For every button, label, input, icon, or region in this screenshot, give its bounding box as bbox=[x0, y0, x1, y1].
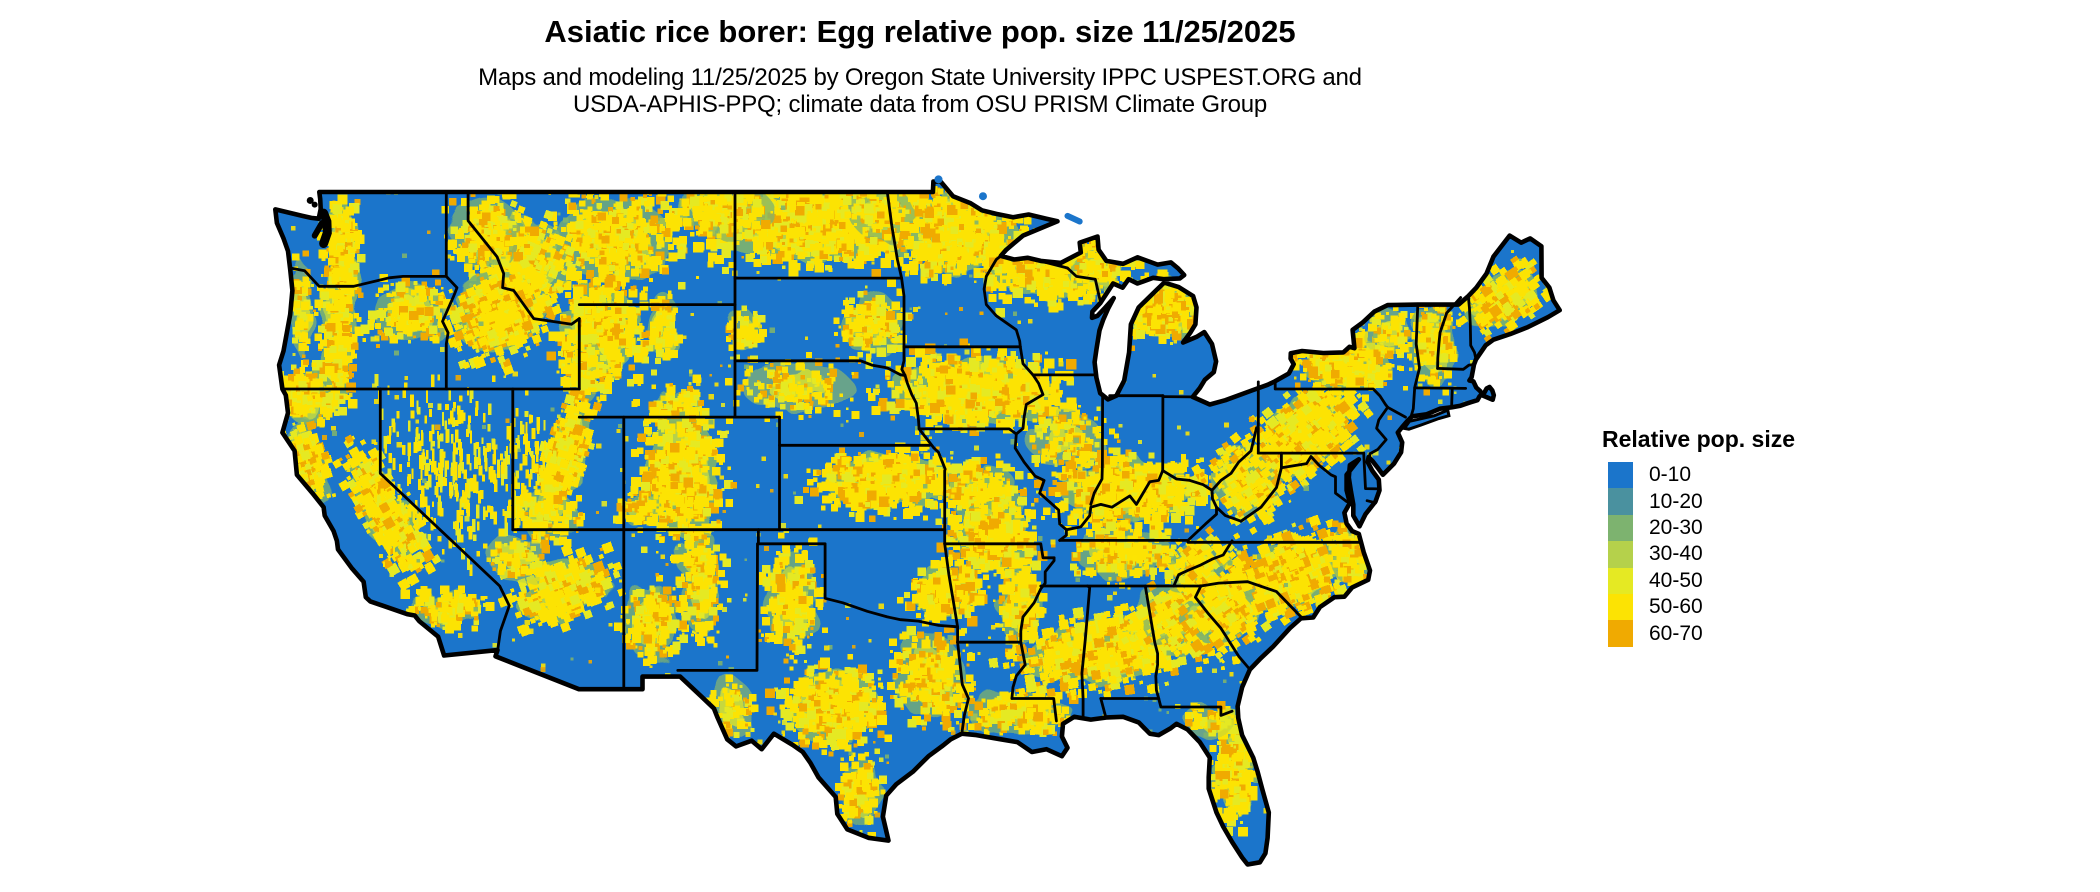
legend-swatch bbox=[1608, 488, 1633, 515]
legend-swatch bbox=[1608, 567, 1633, 594]
legend-swatch bbox=[1608, 620, 1633, 647]
legend-row: 30-40 bbox=[1608, 541, 1795, 568]
legend-swatch bbox=[1608, 541, 1633, 568]
legend-label: 30-40 bbox=[1649, 542, 1703, 566]
subtitle-line-1: Maps and modeling 11/25/2025 by Oregon S… bbox=[478, 64, 1362, 91]
legend-row: 0-10 bbox=[1608, 462, 1795, 489]
legend-row: 20-30 bbox=[1608, 514, 1795, 542]
legend-rows: 0-10 10-20 20-30 30-40 40-50 50-60 60-70 bbox=[1602, 462, 1795, 647]
legend-row: 40-50 bbox=[1608, 567, 1795, 594]
legend-title: Relative pop. size bbox=[1602, 426, 1796, 452]
legend-row: 10-20 bbox=[1608, 488, 1795, 515]
page-title: Asiatic rice borer: Egg relative pop. si… bbox=[544, 14, 1296, 49]
legend: Relative pop. size 0-10 10-20 20-30 30-40 40… bbox=[1602, 426, 1795, 647]
legend-label: 60-70 bbox=[1649, 621, 1703, 645]
legend-label: 0-10 bbox=[1649, 463, 1692, 487]
subtitle-line-2: USDA-APHIS-PPQ; climate data from OSU PR… bbox=[572, 91, 1268, 118]
legend-label: 40-50 bbox=[1649, 568, 1703, 592]
legend-row: 50-60 bbox=[1608, 593, 1795, 621]
header: Asiatic rice borer: Egg relative pop. si… bbox=[20, 14, 1820, 118]
legend-label: 20-30 bbox=[1649, 515, 1703, 539]
subtitle: Maps and modeling 11/25/2025 by Oregon S… bbox=[20, 64, 1820, 118]
legend-label: 10-20 bbox=[1649, 489, 1703, 513]
legend-swatch bbox=[1608, 593, 1633, 621]
legend-swatch bbox=[1608, 462, 1633, 489]
legend-swatch bbox=[1608, 514, 1633, 542]
legend-label: 50-60 bbox=[1649, 595, 1703, 619]
legend-row: 60-70 bbox=[1608, 620, 1795, 647]
